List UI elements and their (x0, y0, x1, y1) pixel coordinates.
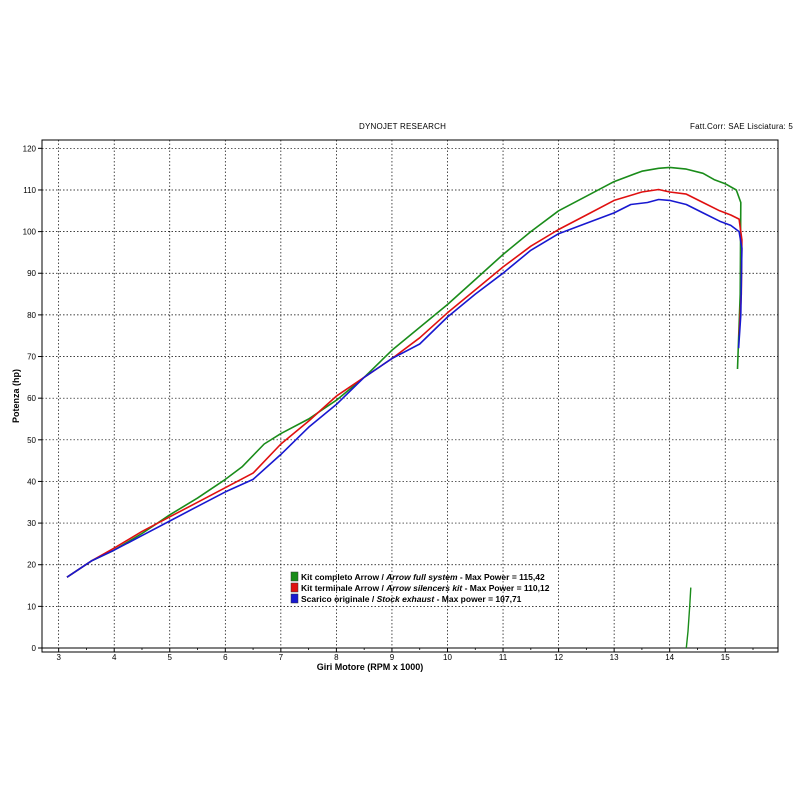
chart-header-left: DYNOJET RESEARCH (359, 122, 447, 131)
x-tick-label-11: 14 (665, 653, 674, 662)
plot-area (41, 139, 779, 653)
stray-trace-0 (685, 587, 692, 649)
x-tick-label-8: 11 (499, 653, 508, 662)
legend-swatch-0 (290, 571, 299, 582)
x-tick-label-0: 3 (56, 653, 61, 662)
y-tick-label-1: 10 (27, 602, 36, 611)
x-tick-label-5: 8 (334, 653, 339, 662)
y-axis-label: Potenza (hp) (11, 369, 21, 423)
grid (42, 140, 778, 648)
x-tick-label-2: 5 (168, 653, 173, 662)
y-tick-label-6: 60 (27, 394, 36, 403)
y-tick-label-9: 90 (27, 269, 36, 278)
series-lines (66, 166, 743, 649)
y-tick-label-3: 30 (27, 519, 36, 528)
x-tick-label-4: 7 (279, 653, 284, 662)
x-tick-label-6: 9 (390, 653, 395, 662)
y-tick-label-5: 50 (27, 436, 36, 445)
x-tick-label-12: 15 (721, 653, 730, 662)
x-tick-label-3: 6 (223, 653, 228, 662)
y-tick-label-4: 40 (27, 477, 36, 486)
y-tick-label-12: 120 (23, 144, 37, 153)
legend-label-2: Scarico originale / Stock exhaust - Max … (301, 594, 522, 604)
legend-swatch-2 (290, 593, 299, 604)
y-tick-label-2: 20 (27, 561, 36, 570)
y-tick-label-10: 100 (23, 228, 37, 237)
y-tick-label-0: 0 (32, 644, 37, 653)
y-tick-label-7: 70 (27, 353, 36, 362)
x-tick-label-9: 12 (554, 653, 563, 662)
x-tick-label-7: 10 (443, 653, 452, 662)
legend-label-1: Kit terminale Arrow / Arrow silencers ki… (301, 583, 550, 593)
x-axis-label: Giri Motore (RPM x 1000) (317, 662, 424, 672)
y-tick-label-11: 110 (23, 186, 36, 195)
y-tick-label-8: 80 (27, 311, 36, 320)
y-ticks: 0 10 20 30 40 50 60 70 80 90 100 110 120 (23, 144, 42, 653)
series-line-1 (66, 188, 743, 578)
x-tick-label-10: 13 (610, 653, 619, 662)
series-line-2 (66, 198, 743, 578)
series-line-0 (66, 166, 742, 578)
x-ticks: 3 4 5 6 7 8 9 10 11 12 13 14 15 (56, 648, 754, 662)
legend-label-0: Kit completo Arrow / Arrow full system -… (301, 572, 545, 582)
chart-header-right: Fatt.Corr: SAE Lisciatura: 5 (690, 122, 793, 131)
x-tick-label-1: 4 (112, 653, 117, 662)
legend: Kit completo Arrow / Arrow full system -… (290, 571, 550, 604)
legend-swatch-1 (290, 582, 299, 593)
